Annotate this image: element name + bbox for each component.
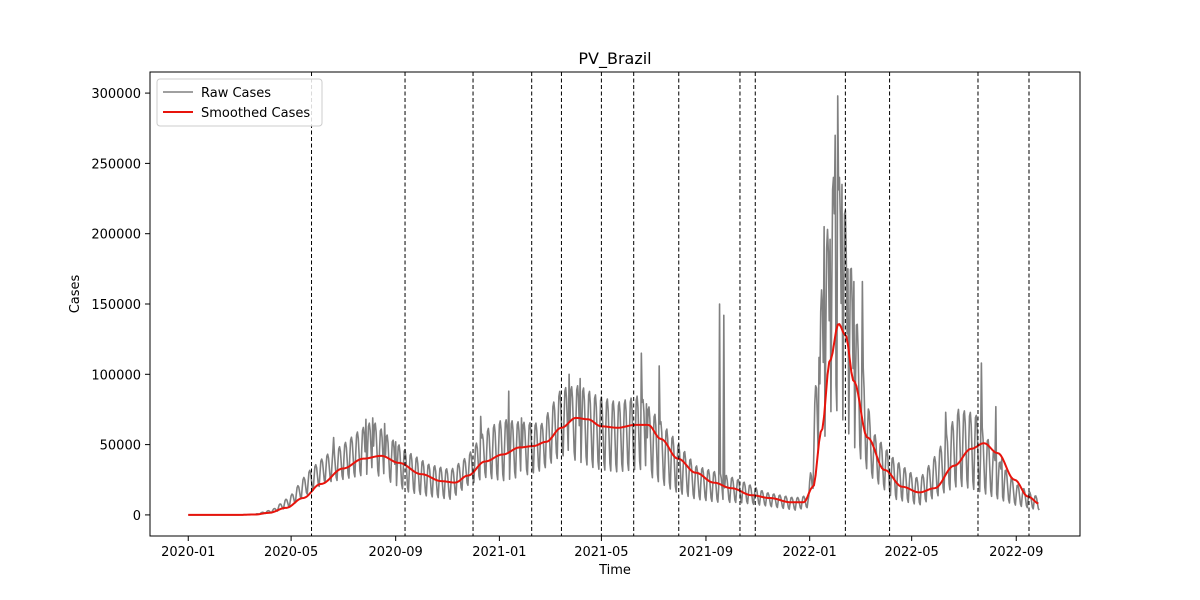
legend: Raw Cases Smoothed Cases bbox=[156, 78, 323, 127]
y-tick-label: 150000 bbox=[91, 298, 141, 313]
smoothed-cases-line bbox=[188, 323, 1039, 516]
y-tick-label: 0 bbox=[133, 509, 141, 524]
x-tick-label: 2020-09 bbox=[369, 545, 423, 560]
x-tick-label: 2021-01 bbox=[472, 545, 526, 560]
y-axis-label: Cases bbox=[68, 274, 83, 313]
chart-title: PV_Brazil bbox=[578, 49, 651, 69]
x-tick-label: 2020-01 bbox=[161, 545, 215, 560]
legend-box bbox=[156, 78, 323, 127]
x-axis-label: Time bbox=[598, 563, 631, 578]
plot-area: 2020-01 2020-05 2020-09 2021-01 2021-05 2021-… bbox=[91, 71, 1081, 560]
legend-label: Smoothed Cases bbox=[201, 106, 310, 121]
y-tick-label: 100000 bbox=[91, 368, 141, 383]
y-tick-label: 250000 bbox=[91, 157, 141, 172]
x-tick-label: 2021-05 bbox=[574, 545, 628, 560]
y-tick-label: 200000 bbox=[91, 228, 141, 243]
y-tick-label: 50000 bbox=[100, 439, 141, 454]
y-tick-label: 300000 bbox=[91, 87, 141, 102]
x-tick-label: 2022-05 bbox=[885, 545, 939, 560]
x-tick-label: 2020-05 bbox=[264, 545, 318, 560]
x-tick-label: 2022-09 bbox=[989, 545, 1043, 560]
x-tick-label: 2022-01 bbox=[783, 545, 837, 560]
legend-label: Raw Cases bbox=[201, 86, 271, 101]
x-tick-label: 2021-09 bbox=[679, 545, 733, 560]
